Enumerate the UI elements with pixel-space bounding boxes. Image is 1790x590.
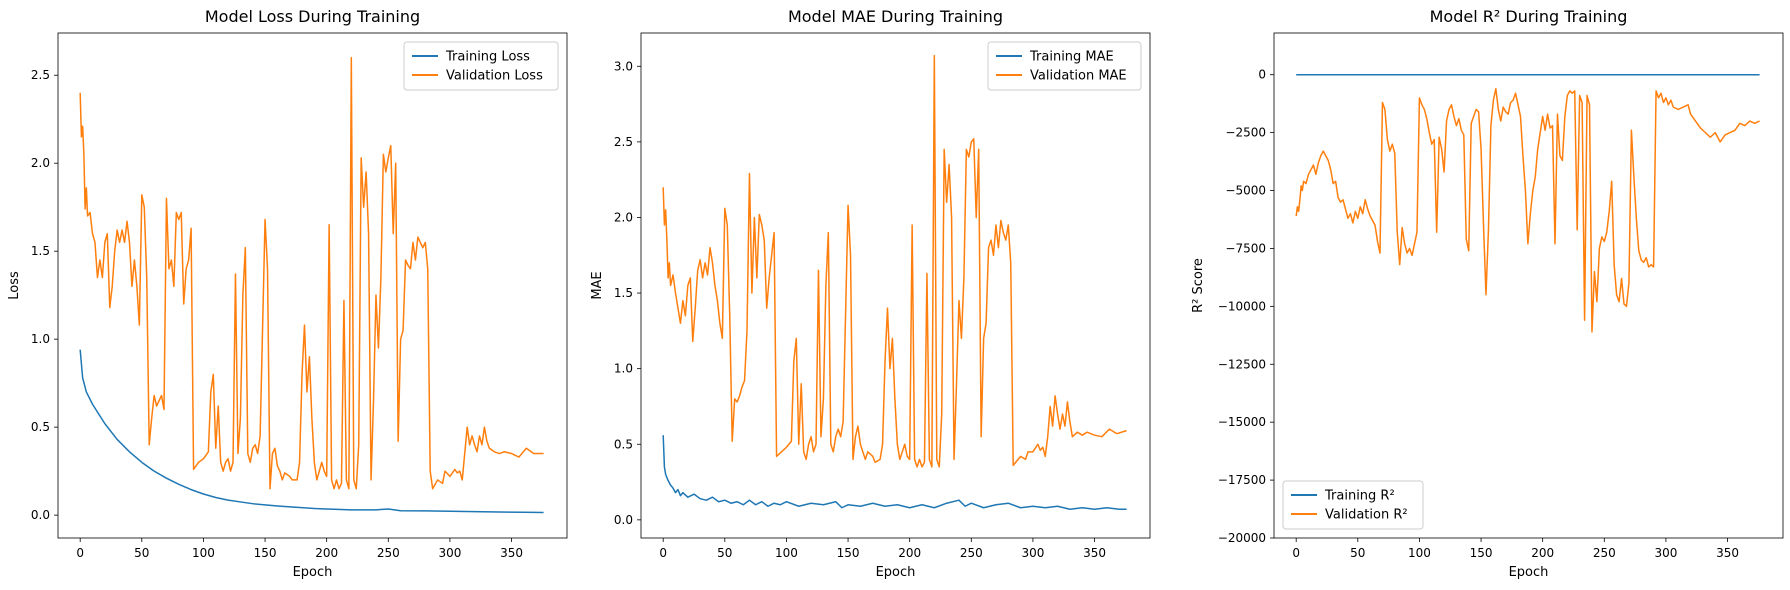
series-line-1: [662, 435, 1127, 511]
y-axis-label: MAE: [590, 271, 605, 299]
x-tick-label: 300: [1021, 546, 1044, 560]
series-line-1: [79, 349, 544, 514]
x-tick-label: 350: [1083, 546, 1106, 560]
axes-frame: [640, 32, 1151, 539]
x-axis-label: Epoch: [1509, 565, 1549, 580]
chart-panel-3: 0 50 100 150 200 250 300 350 0 −2500 −5000 −7500 −10…: [1191, 7, 1784, 580]
axes-frame: [57, 32, 568, 539]
x-tick-label: 200: [1531, 546, 1554, 560]
x-tick-label: 0: [1292, 546, 1300, 560]
y-axis-label: Loss: [7, 271, 22, 300]
y-tick-label: 2.0: [31, 156, 50, 170]
y-tick-label: 0.5: [31, 420, 50, 434]
x-tick-label: 300: [438, 546, 461, 560]
x-tick-label: 150: [1470, 546, 1493, 560]
y-axis-label: R² Score: [1191, 258, 1206, 313]
y-tick-label: 0.0: [31, 508, 50, 522]
legend: Training Loss Validation Loss: [403, 41, 559, 91]
x-tick-label: 150: [254, 546, 277, 560]
legend-label: Training Loss: [445, 50, 530, 65]
y-tick-label: −12500: [1218, 357, 1266, 371]
legend-label: Training MAE: [1029, 50, 1114, 65]
axes-frame: [1273, 32, 1784, 539]
legend-label: Validation R²: [1325, 508, 1408, 523]
series-line-2: [79, 56, 544, 490]
x-tick-label: 250: [1593, 546, 1616, 560]
series-line-2: [662, 54, 1127, 468]
legend-label: Training R²: [1324, 489, 1395, 504]
x-tick-label: 150: [837, 546, 860, 560]
x-tick-label: 0: [659, 546, 667, 560]
y-tick-label: −2500: [1225, 126, 1266, 140]
chart-title: Model Loss During Training: [205, 7, 420, 26]
y-tick-label: 1.0: [31, 332, 50, 346]
y-tick-label: −5000: [1225, 184, 1266, 198]
y-tick-label: −10000: [1218, 299, 1266, 313]
chart-panel-2: 0 50 100 150 200 250 300 350 0.0 0.5 1.0 1.5 2.0 2.5 3…: [590, 7, 1151, 580]
y-tick-label: −15000: [1218, 415, 1266, 429]
legend-box: [1282, 480, 1424, 530]
legend-label: Validation MAE: [1030, 69, 1127, 84]
legend-label: Validation Loss: [446, 69, 543, 84]
x-tick-label: 350: [1716, 546, 1739, 560]
legend-box: [987, 41, 1142, 91]
y-tick-label: 1.5: [31, 244, 50, 258]
y-tick-label: 3.0: [614, 59, 633, 73]
chart-title: Model R² During Training: [1430, 7, 1628, 26]
x-tick-label: 100: [775, 546, 798, 560]
x-tick-label: 350: [500, 546, 523, 560]
x-tick-label: 200: [315, 546, 338, 560]
y-tick-label: 0.0: [614, 513, 633, 527]
legend-box: [403, 41, 559, 91]
chart-title: Model MAE During Training: [788, 7, 1003, 26]
x-tick-label: 100: [1408, 546, 1431, 560]
x-tick-label: 0: [76, 546, 84, 560]
x-tick-label: 50: [717, 546, 732, 560]
y-tick-label: −17500: [1218, 473, 1266, 487]
chart-panel-1: 0 50 100 150 200 250 300 350 0.0 0.5 1.0 1.5 2.0 2.5 M…: [7, 7, 568, 580]
series-line-2: [1295, 87, 1760, 333]
x-tick-label: 250: [377, 546, 400, 560]
x-tick-label: 100: [192, 546, 215, 560]
y-tick-label: 2.0: [614, 210, 633, 224]
x-tick-label: 50: [134, 546, 149, 560]
x-tick-label: 250: [960, 546, 983, 560]
y-tick-label: 0.5: [614, 437, 633, 451]
x-tick-label: 300: [1654, 546, 1677, 560]
legend: Training R² Validation R²: [1282, 480, 1424, 530]
x-tick-label: 200: [898, 546, 921, 560]
x-axis-label: Epoch: [876, 565, 916, 580]
y-tick-label: 0: [1258, 68, 1266, 82]
y-tick-label: 1.0: [614, 362, 633, 376]
x-tick-label: 50: [1350, 546, 1365, 560]
legend: Training MAE Validation MAE: [987, 41, 1142, 91]
y-tick-label: 2.5: [31, 68, 50, 82]
x-axis-label: Epoch: [293, 565, 333, 580]
y-tick-label: 2.5: [614, 135, 633, 149]
y-tick-label: −7500: [1225, 241, 1266, 255]
y-tick-label: −20000: [1218, 531, 1266, 545]
y-tick-label: 1.5: [614, 286, 633, 300]
